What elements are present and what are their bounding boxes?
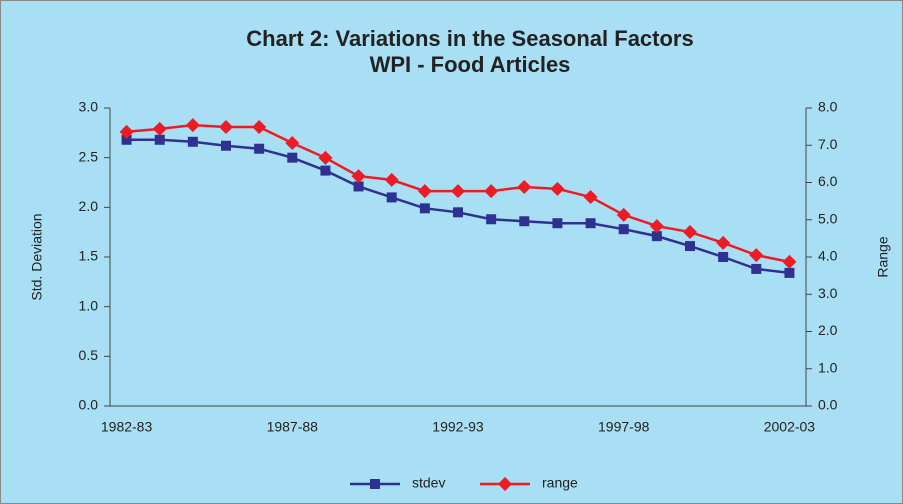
y-tick-label: 0.0 <box>79 397 99 413</box>
marker <box>651 231 662 242</box>
marker <box>384 172 399 187</box>
marker <box>519 216 530 227</box>
y-tick-label: 2.0 <box>79 198 99 214</box>
marker <box>552 218 563 229</box>
y2-tick-label: 7.0 <box>818 136 838 152</box>
x-tick-label: 2002-03 <box>764 419 816 435</box>
marker <box>386 192 397 203</box>
x-tick-label: 1997-98 <box>598 419 650 435</box>
marker <box>353 181 364 192</box>
y2-tick-label: 0.0 <box>818 397 838 413</box>
marker <box>252 119 267 134</box>
marker <box>784 267 795 278</box>
marker <box>749 248 764 263</box>
marker <box>219 119 233 134</box>
y2-tick-label: 2.0 <box>818 322 838 338</box>
y2-tick-label: 5.0 <box>818 210 838 226</box>
marker <box>320 165 331 176</box>
marker <box>649 219 664 234</box>
marker <box>185 118 200 133</box>
marker <box>618 224 629 235</box>
marker <box>585 218 596 229</box>
marker <box>782 254 797 269</box>
y-tick-label: 2.5 <box>79 148 99 164</box>
x-tick-label: 1987-88 <box>267 419 319 435</box>
marker <box>453 207 463 218</box>
marker <box>683 225 697 240</box>
y2-tick-label: 8.0 <box>818 99 838 115</box>
marker <box>484 184 499 199</box>
y2-tick-label: 4.0 <box>818 248 838 264</box>
marker <box>451 184 465 199</box>
marker <box>716 235 731 250</box>
marker <box>486 214 497 225</box>
x-tick-label: 1992-93 <box>432 419 484 435</box>
marker <box>187 136 198 147</box>
marker <box>318 150 333 165</box>
marker <box>351 169 366 184</box>
chart-subtitle: WPI - Food Articles <box>370 52 571 77</box>
y-tick-label: 1.5 <box>79 248 99 264</box>
marker <box>119 124 134 139</box>
y2-axis-title: Range <box>875 236 891 277</box>
marker <box>221 140 231 151</box>
marker <box>616 207 631 222</box>
marker <box>254 143 265 154</box>
y-tick-label: 3.0 <box>79 99 99 115</box>
marker <box>419 203 430 214</box>
y-axis-title: Std. Deviation <box>29 213 45 300</box>
marker <box>751 263 762 274</box>
legend-label: range <box>542 475 578 491</box>
marker <box>417 184 432 199</box>
marker <box>370 479 380 489</box>
marker <box>285 136 300 151</box>
marker <box>498 477 512 491</box>
marker <box>718 252 729 262</box>
marker <box>685 241 695 252</box>
legend-label: stdev <box>412 475 445 491</box>
marker <box>517 179 532 194</box>
marker <box>583 190 598 205</box>
x-tick-label: 1982-83 <box>101 419 153 435</box>
y2-tick-label: 1.0 <box>818 359 838 375</box>
marker <box>550 181 565 196</box>
y2-tick-label: 3.0 <box>818 285 838 301</box>
marker <box>154 134 165 145</box>
marker <box>287 152 298 163</box>
y-tick-label: 0.5 <box>79 347 99 363</box>
marker <box>121 134 132 145</box>
chart-title: Chart 2: Variations in the Seasonal Fact… <box>246 26 693 51</box>
y-tick-label: 1.0 <box>79 297 99 313</box>
y2-tick-label: 6.0 <box>818 173 838 189</box>
marker <box>152 121 167 136</box>
